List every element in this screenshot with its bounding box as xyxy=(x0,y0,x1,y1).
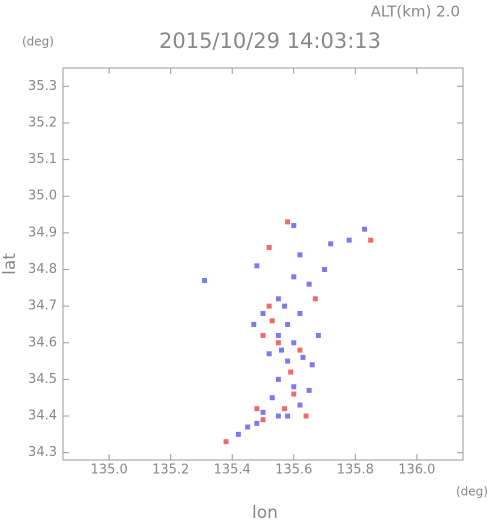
data-point xyxy=(266,245,272,251)
y-tick-label: 34.8 xyxy=(28,262,57,277)
data-point xyxy=(275,413,281,419)
x-tick-label: 135.2 xyxy=(152,463,189,478)
data-point xyxy=(275,296,281,302)
data-point xyxy=(303,413,309,419)
data-point xyxy=(291,274,297,280)
data-point xyxy=(362,226,368,232)
chart-title: 2015/10/29 14:03:13 xyxy=(159,29,381,53)
data-point xyxy=(260,417,266,423)
data-point xyxy=(260,409,266,415)
data-point xyxy=(269,395,275,401)
plot-frame xyxy=(62,67,464,461)
data-point xyxy=(275,332,281,338)
data-point xyxy=(266,303,272,309)
data-point xyxy=(291,223,297,229)
data-point xyxy=(322,266,328,272)
y-tick-label: 34.9 xyxy=(28,225,57,240)
data-point xyxy=(202,277,208,283)
data-point xyxy=(285,413,291,419)
data-point xyxy=(309,362,315,368)
data-point xyxy=(312,296,318,302)
data-point xyxy=(300,354,306,360)
data-point xyxy=(346,237,352,243)
x-tick-label: 135.8 xyxy=(337,463,374,478)
data-point xyxy=(282,303,288,309)
data-point xyxy=(306,281,312,287)
y-tick-label: 34.5 xyxy=(28,372,57,387)
data-point xyxy=(260,310,266,316)
y-axis-label: lat xyxy=(0,253,20,275)
data-point xyxy=(235,431,241,437)
data-point xyxy=(288,369,294,375)
data-point xyxy=(291,391,297,397)
data-point xyxy=(291,384,297,390)
altitude: ALT(km) 2.0 xyxy=(371,3,460,21)
data-point xyxy=(254,263,260,269)
data-point xyxy=(297,402,303,408)
y-tick-label: 35.1 xyxy=(28,152,57,167)
data-point xyxy=(297,310,303,316)
data-point xyxy=(285,358,291,364)
y-tick-label: 35.0 xyxy=(28,189,57,204)
data-point xyxy=(275,340,281,346)
x-unit: (deg) xyxy=(456,485,488,499)
data-point xyxy=(297,252,303,258)
data-point xyxy=(291,340,297,346)
y-tick-label: 35.3 xyxy=(28,79,57,94)
y-unit: (deg) xyxy=(22,35,54,49)
x-axis-label: lon xyxy=(252,503,278,521)
data-point xyxy=(368,237,374,243)
x-tick-label: 135.4 xyxy=(214,463,251,478)
data-point xyxy=(315,332,321,338)
data-point xyxy=(275,376,281,382)
y-tick-label: 34.7 xyxy=(28,299,57,314)
data-point xyxy=(328,241,334,247)
data-point xyxy=(285,219,291,225)
y-tick-label: 34.6 xyxy=(28,335,57,350)
data-point xyxy=(306,387,312,393)
data-point xyxy=(282,406,288,412)
data-point xyxy=(260,332,266,338)
data-point xyxy=(254,420,260,426)
data-point xyxy=(245,424,251,430)
x-tick-label: 135.0 xyxy=(91,463,128,478)
data-point xyxy=(269,318,275,324)
data-point xyxy=(278,347,284,353)
y-tick-label: 34.3 xyxy=(28,445,57,460)
data-point xyxy=(266,351,272,357)
y-tick-label: 34.4 xyxy=(28,409,57,424)
y-tick-label: 35.2 xyxy=(28,115,57,130)
data-point xyxy=(251,321,257,327)
data-point xyxy=(254,406,260,412)
data-point xyxy=(285,321,291,327)
data-point xyxy=(223,439,229,445)
data-point xyxy=(297,347,303,353)
x-tick-label: 135.6 xyxy=(275,463,312,478)
x-tick-label: 136.0 xyxy=(398,463,435,478)
